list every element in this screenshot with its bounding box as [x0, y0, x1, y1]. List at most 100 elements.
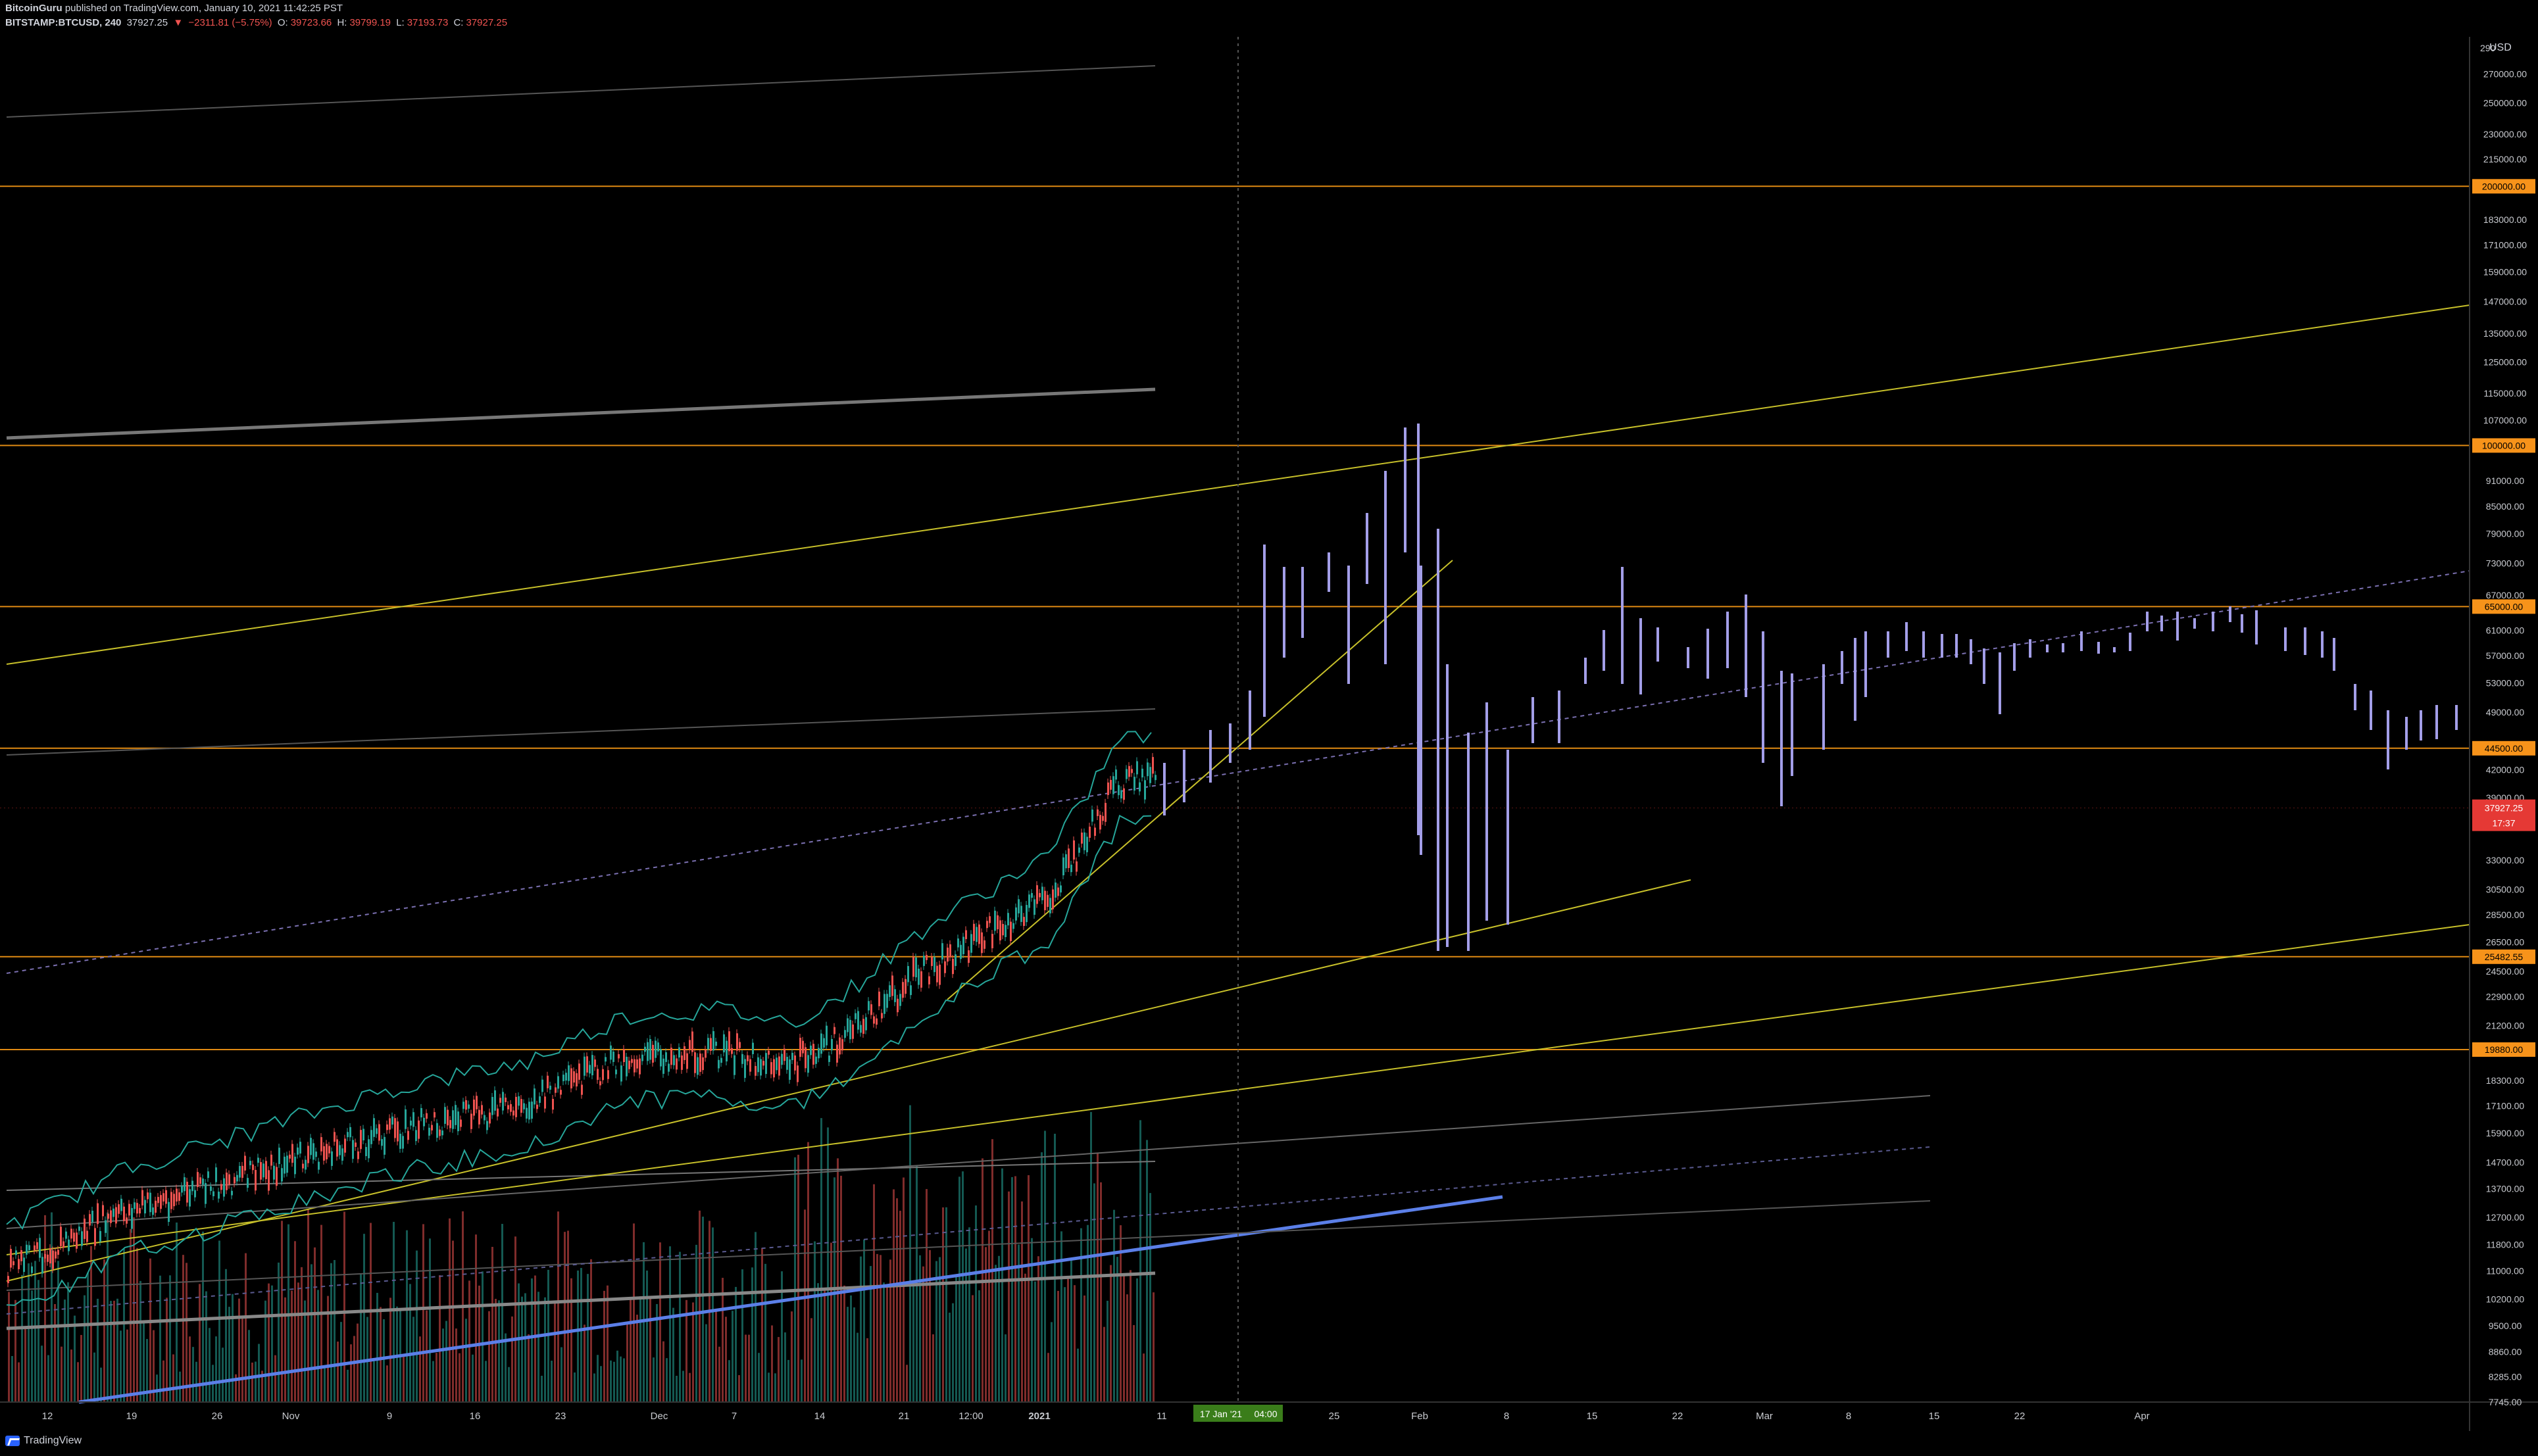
- author-name[interactable]: BitcoinGuru: [5, 3, 62, 14]
- candle-body: [491, 1097, 493, 1115]
- price-tick-label: 33000.00: [2486, 855, 2525, 865]
- candle-body: [760, 1059, 762, 1076]
- forecast-bar: [2435, 705, 2438, 739]
- volume-bar: [97, 1298, 99, 1402]
- volume-bar: [1044, 1130, 1046, 1402]
- candle-body: [607, 1070, 609, 1079]
- candle-body: [473, 1100, 475, 1116]
- candle-body: [791, 1052, 793, 1060]
- volume-bar: [284, 1297, 286, 1402]
- candle-body: [265, 1161, 267, 1179]
- candle-body: [899, 994, 901, 1006]
- candle-body: [215, 1167, 217, 1182]
- volume-bar: [912, 1283, 914, 1402]
- volume-bar: [682, 1371, 684, 1402]
- candle-body: [702, 1057, 704, 1071]
- candle-body: [397, 1121, 399, 1142]
- level-badge: [2472, 740, 2535, 756]
- candle-body: [989, 916, 991, 923]
- volume-bar: [853, 1307, 855, 1402]
- price-tick-label: 18300.00: [2486, 1075, 2525, 1086]
- candle-body: [881, 1013, 883, 1019]
- volume-bar: [67, 1282, 69, 1402]
- candle-body: [620, 1065, 622, 1082]
- candle-body: [244, 1155, 246, 1171]
- candle-body: [876, 1018, 878, 1025]
- volume-bar: [445, 1321, 447, 1402]
- candle-body: [731, 1048, 733, 1054]
- price-axis[interactable]: 270000.00 250000.00 230000.00 215000.00 2000…: [2480, 43, 2527, 1407]
- candle-body: [1152, 757, 1154, 774]
- time-axis[interactable]: 12 19 26 Nov 9 16 23 Dec 7 14 21 12:00 2021 11 25 Feb 8 1…: [42, 1405, 2150, 1422]
- volume-bar: [1018, 1244, 1020, 1402]
- volume-bar: [1034, 1281, 1036, 1402]
- volume-bar: [1001, 1168, 1003, 1402]
- candle-body: [286, 1155, 288, 1173]
- gray-channel-top: [6, 65, 1156, 118]
- candle-body: [441, 1130, 443, 1136]
- forecast-bar: [2176, 612, 2179, 641]
- candle-body: [444, 1107, 446, 1124]
- volume-bar: [1021, 1201, 1023, 1402]
- candle-body: [970, 934, 972, 953]
- volume-bar: [1097, 1153, 1099, 1402]
- forecast-bar: [1584, 658, 1587, 684]
- candle-body: [118, 1204, 120, 1214]
- volume-bar: [903, 1177, 905, 1402]
- candle-body: [952, 958, 954, 975]
- candle-body: [691, 1031, 693, 1052]
- candle-body: [65, 1231, 67, 1239]
- candle-body: [1002, 923, 1004, 936]
- volume-bar: [452, 1240, 454, 1402]
- candle-body: [7, 1276, 9, 1284]
- volume-bar: [633, 1223, 635, 1402]
- volume-bar: [495, 1299, 497, 1402]
- volume-bar: [376, 1292, 378, 1402]
- volume-bar: [133, 1217, 135, 1402]
- volume-bar: [857, 1332, 858, 1402]
- candle-body: [549, 1085, 551, 1090]
- volume-bar: [1107, 1300, 1108, 1402]
- candle-body: [360, 1130, 362, 1150]
- price-tick-label: 270000.00: [2483, 69, 2527, 80]
- volume-bar: [1080, 1228, 1082, 1402]
- candle-body: [891, 975, 893, 996]
- candle-body: [107, 1213, 109, 1219]
- volume-bar: [64, 1299, 66, 1402]
- forecast-bar: [2241, 614, 2243, 633]
- candle-body: [1120, 790, 1122, 799]
- volume-bar: [360, 1273, 362, 1402]
- candle-body: [191, 1180, 193, 1192]
- candle-body: [336, 1139, 338, 1157]
- candle-body: [576, 1073, 578, 1087]
- volume-bar: [659, 1242, 661, 1402]
- candle-body: [639, 1058, 641, 1075]
- candle-body: [386, 1124, 388, 1130]
- candle-body: [128, 1203, 130, 1216]
- volume-bar: [146, 1339, 148, 1402]
- volume-bar: [501, 1224, 503, 1402]
- volume-bar: [218, 1240, 220, 1402]
- price-tick-label: 171000.00: [2483, 239, 2527, 250]
- candle-body: [318, 1161, 320, 1170]
- volume-bar: [406, 1230, 408, 1402]
- volume-bar: [676, 1375, 678, 1402]
- volume-bar: [363, 1234, 365, 1402]
- blue-trend: [78, 1195, 1503, 1404]
- candle-body: [773, 1059, 775, 1078]
- candle-body: [807, 1055, 809, 1073]
- level-badge: [2472, 1042, 2535, 1057]
- candle-body: [978, 924, 980, 944]
- tradingview-logo[interactable]: TradingView: [5, 1435, 82, 1447]
- candle-body: [315, 1152, 317, 1157]
- candle-body: [284, 1156, 286, 1174]
- candle-body: [776, 1057, 778, 1071]
- candle-body: [655, 1040, 657, 1058]
- candle-body: [834, 1027, 835, 1034]
- open-label: O:: [277, 17, 288, 28]
- symbol-label[interactable]: BITSTAMP:BTCUSD, 240: [5, 17, 122, 28]
- candle-body: [855, 1013, 857, 1019]
- candle-body: [210, 1186, 212, 1191]
- volume-bar: [123, 1248, 125, 1402]
